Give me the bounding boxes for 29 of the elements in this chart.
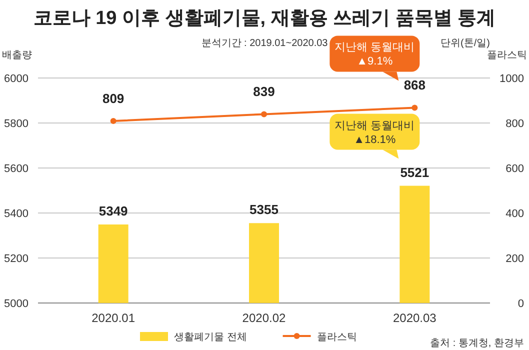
data-label: 5355 [250, 202, 278, 218]
y-tick-label: 6000 [4, 73, 28, 85]
chart-title: 코로나 19 이후 생활폐기물, 재활용 쓰레기 품목별 통계 [33, 8, 496, 29]
data-label: 5349 [98, 203, 128, 218]
y2-tick-label: 0 [518, 298, 524, 310]
y2-tick-label: 1000 [500, 73, 524, 85]
data-label: 809 [102, 90, 124, 106]
y-tick-label: 5600 [4, 163, 28, 175]
y2-tick-label: 800 [506, 118, 524, 130]
y2-tick-label: 400 [506, 208, 524, 220]
legend-label: 생활폐기물 전체 [174, 332, 247, 343]
y-axis-title: 배출량 [2, 50, 32, 61]
x-tick-label: 2020.03 [392, 311, 437, 325]
y-tick-label: 5000 [4, 298, 28, 310]
legend-label: 플라스틱 [316, 332, 357, 343]
source-note: 출처 : 통계청, 환경부 [430, 338, 524, 349]
y2-tick-label: 200 [506, 253, 524, 265]
y-tick-label: 5400 [4, 208, 28, 220]
chart-subtitle: 분석기간 : 2019.01~2020.03 [201, 38, 328, 49]
y-tick-label: 5800 [4, 118, 28, 130]
data-label: 839 [253, 84, 275, 100]
y-tick-label: 5200 [4, 253, 28, 265]
x-tick-label: 2020.02 [242, 311, 286, 325]
y2-tick-label: 600 [506, 163, 524, 175]
callout: 지난해 동월대비 ▲9.1% [330, 36, 420, 81]
text: 단위(톤/일) [440, 38, 490, 49]
data-label: 5521 [400, 164, 430, 180]
x-tick-label: 2020.01 [92, 311, 136, 325]
y2-axis-title: 플라스틱 [487, 50, 527, 61]
